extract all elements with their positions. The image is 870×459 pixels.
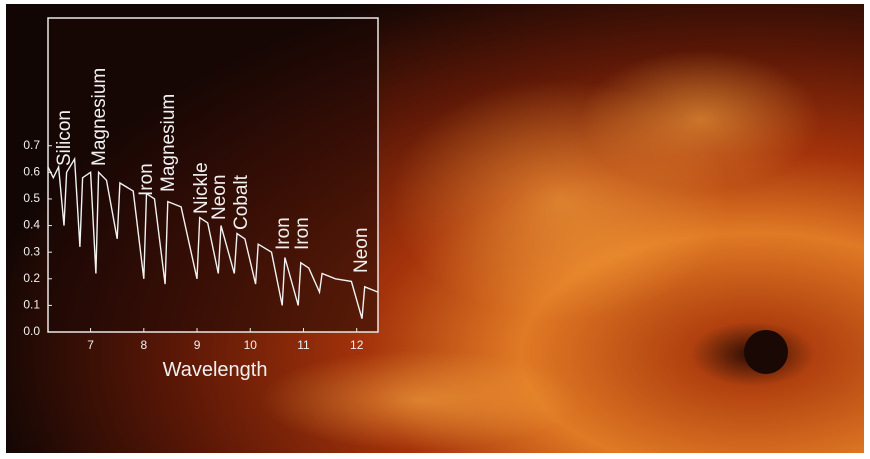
element-annotation: Neon [351, 228, 372, 273]
x-tick-label: 11 [297, 338, 310, 352]
element-annotation: Neon [209, 175, 230, 220]
y-tick-label: 0.1 [23, 298, 40, 312]
y-tick-label: 0.7 [23, 138, 40, 152]
element-annotation: Silicon [54, 110, 75, 166]
element-annotation: Iron [292, 217, 313, 250]
x-tick-label: 9 [194, 338, 201, 352]
element-annotation: Iron [136, 163, 157, 196]
x-axis-label: Wavelength [163, 359, 268, 381]
y-tick-label: 0.6 [23, 165, 40, 179]
glow [260, 350, 580, 450]
x-tick-label: 8 [140, 338, 147, 352]
y-tick-label: 0.0 [23, 324, 40, 338]
element-annotation: Iron [273, 217, 294, 250]
y-tick-label: 0.3 [23, 244, 40, 258]
screen: Wavelength 0.0 0.1 0.2 0.3 0.4 0.5 0.6 0.7 7 8 9 10… [0, 0, 870, 459]
x-tick-label: 10 [244, 338, 258, 352]
y-tick-label: 0.2 [23, 271, 40, 285]
glow [580, 50, 820, 190]
y-tick-label: 0.5 [23, 191, 40, 205]
y-tick-label: 0.4 [23, 218, 40, 232]
core [744, 330, 788, 374]
element-annotation: Magnesium [89, 68, 110, 166]
x-tick-label: 12 [350, 338, 364, 352]
element-annotation: Cobalt [231, 174, 252, 230]
x-tick-label: 7 [87, 338, 94, 352]
element-annotation: Magnesium [158, 94, 179, 192]
